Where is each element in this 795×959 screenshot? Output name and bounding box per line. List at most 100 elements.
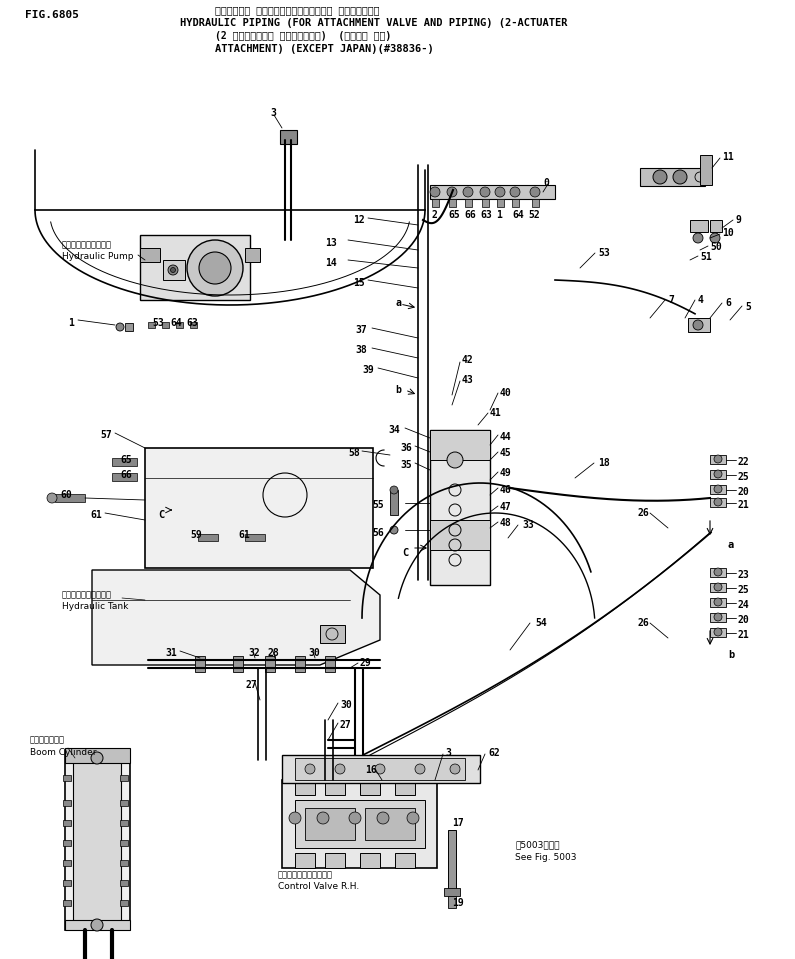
Bar: [65, 750, 130, 930]
Text: See Fig. 5003: See Fig. 5003: [515, 853, 576, 862]
Bar: [163, 260, 185, 280]
Circle shape: [510, 187, 520, 197]
Circle shape: [495, 187, 505, 197]
Text: 30: 30: [340, 700, 351, 710]
Text: 43: 43: [462, 375, 474, 385]
Text: 15: 15: [353, 278, 365, 288]
Text: コントロールバルブ右側: コントロールバルブ右側: [278, 870, 333, 879]
Bar: [65, 920, 130, 930]
Text: 46: 46: [500, 485, 512, 495]
Text: Hydraulic Tank: Hydraulic Tank: [62, 602, 128, 611]
Bar: [295, 656, 305, 672]
Text: 3: 3: [445, 748, 451, 758]
Text: 29: 29: [360, 658, 372, 668]
Circle shape: [714, 498, 722, 506]
Text: 45: 45: [500, 448, 512, 458]
Bar: [360, 853, 380, 868]
Text: ブームシリンダ: ブームシリンダ: [30, 735, 65, 744]
Bar: [120, 880, 128, 886]
Bar: [120, 820, 128, 826]
Bar: [140, 248, 160, 262]
Bar: [432, 199, 439, 207]
Text: 66: 66: [120, 470, 132, 480]
Text: 14: 14: [325, 258, 337, 268]
Text: 23: 23: [738, 570, 750, 580]
Circle shape: [447, 452, 463, 468]
Bar: [245, 248, 260, 262]
Bar: [140, 235, 250, 300]
Text: 0: 0: [543, 178, 549, 188]
Text: 20: 20: [738, 615, 750, 625]
Text: C: C: [402, 548, 409, 558]
Text: 第5003図参照: 第5003図参照: [515, 840, 560, 849]
Bar: [63, 860, 71, 866]
Circle shape: [714, 485, 722, 493]
Bar: [710, 628, 726, 637]
Bar: [395, 853, 415, 868]
Bar: [120, 775, 128, 781]
Bar: [640, 168, 705, 186]
Text: 64: 64: [512, 210, 524, 220]
Bar: [710, 220, 722, 232]
Bar: [710, 470, 726, 479]
Bar: [120, 860, 128, 866]
Text: 24: 24: [738, 600, 750, 610]
Circle shape: [47, 493, 57, 503]
Text: 10: 10: [722, 228, 734, 238]
Circle shape: [714, 470, 722, 478]
Text: 56: 56: [372, 528, 384, 538]
Bar: [65, 748, 130, 763]
Text: 4: 4: [698, 295, 704, 305]
Circle shape: [714, 598, 722, 606]
Text: 12: 12: [353, 215, 365, 225]
Bar: [690, 220, 708, 232]
Circle shape: [447, 187, 457, 197]
Circle shape: [170, 268, 176, 272]
Text: ATTACHMENT) (EXCEPT JAPAN)(#38836-): ATTACHMENT) (EXCEPT JAPAN)(#38836-): [215, 44, 434, 54]
Text: 16: 16: [365, 765, 377, 775]
Circle shape: [377, 812, 389, 824]
Bar: [465, 199, 472, 207]
Text: ハイドロリックタンク: ハイドロリックタンク: [62, 590, 112, 599]
Text: (2 アクチュエータ アタッチメント)  (カイガイ ヨウ): (2 アクチュエータ アタッチメント) (カイガイ ヨウ): [215, 31, 391, 41]
Bar: [63, 820, 71, 826]
Circle shape: [289, 812, 301, 824]
Text: 63: 63: [186, 318, 198, 328]
Bar: [280, 130, 297, 144]
Text: C: C: [158, 510, 165, 520]
Text: 42: 42: [462, 355, 474, 365]
Circle shape: [480, 187, 490, 197]
Text: 25: 25: [738, 472, 750, 482]
Bar: [63, 840, 71, 846]
Text: 55: 55: [372, 500, 384, 510]
Circle shape: [305, 764, 315, 774]
Bar: [282, 780, 437, 868]
Bar: [63, 800, 71, 806]
Bar: [295, 800, 425, 848]
Bar: [482, 199, 489, 207]
Text: 28: 28: [268, 648, 280, 658]
Text: 44: 44: [500, 432, 512, 442]
Bar: [120, 900, 128, 906]
Bar: [233, 656, 243, 672]
Text: 53: 53: [598, 248, 610, 258]
Circle shape: [450, 764, 460, 774]
Bar: [325, 656, 335, 672]
Text: 61: 61: [238, 530, 250, 540]
Text: 31: 31: [165, 648, 176, 658]
Bar: [710, 455, 726, 464]
Circle shape: [415, 764, 425, 774]
Bar: [710, 598, 726, 607]
Bar: [125, 323, 133, 331]
Bar: [63, 880, 71, 886]
Bar: [325, 853, 345, 868]
Bar: [120, 800, 128, 806]
Text: 53: 53: [152, 318, 164, 328]
Circle shape: [407, 812, 419, 824]
Text: 33: 33: [522, 520, 533, 530]
Text: Control Valve R.H.: Control Valve R.H.: [278, 882, 359, 891]
Bar: [162, 322, 169, 328]
Text: 62: 62: [488, 748, 500, 758]
Text: a: a: [395, 298, 401, 308]
Text: 26: 26: [638, 508, 650, 518]
